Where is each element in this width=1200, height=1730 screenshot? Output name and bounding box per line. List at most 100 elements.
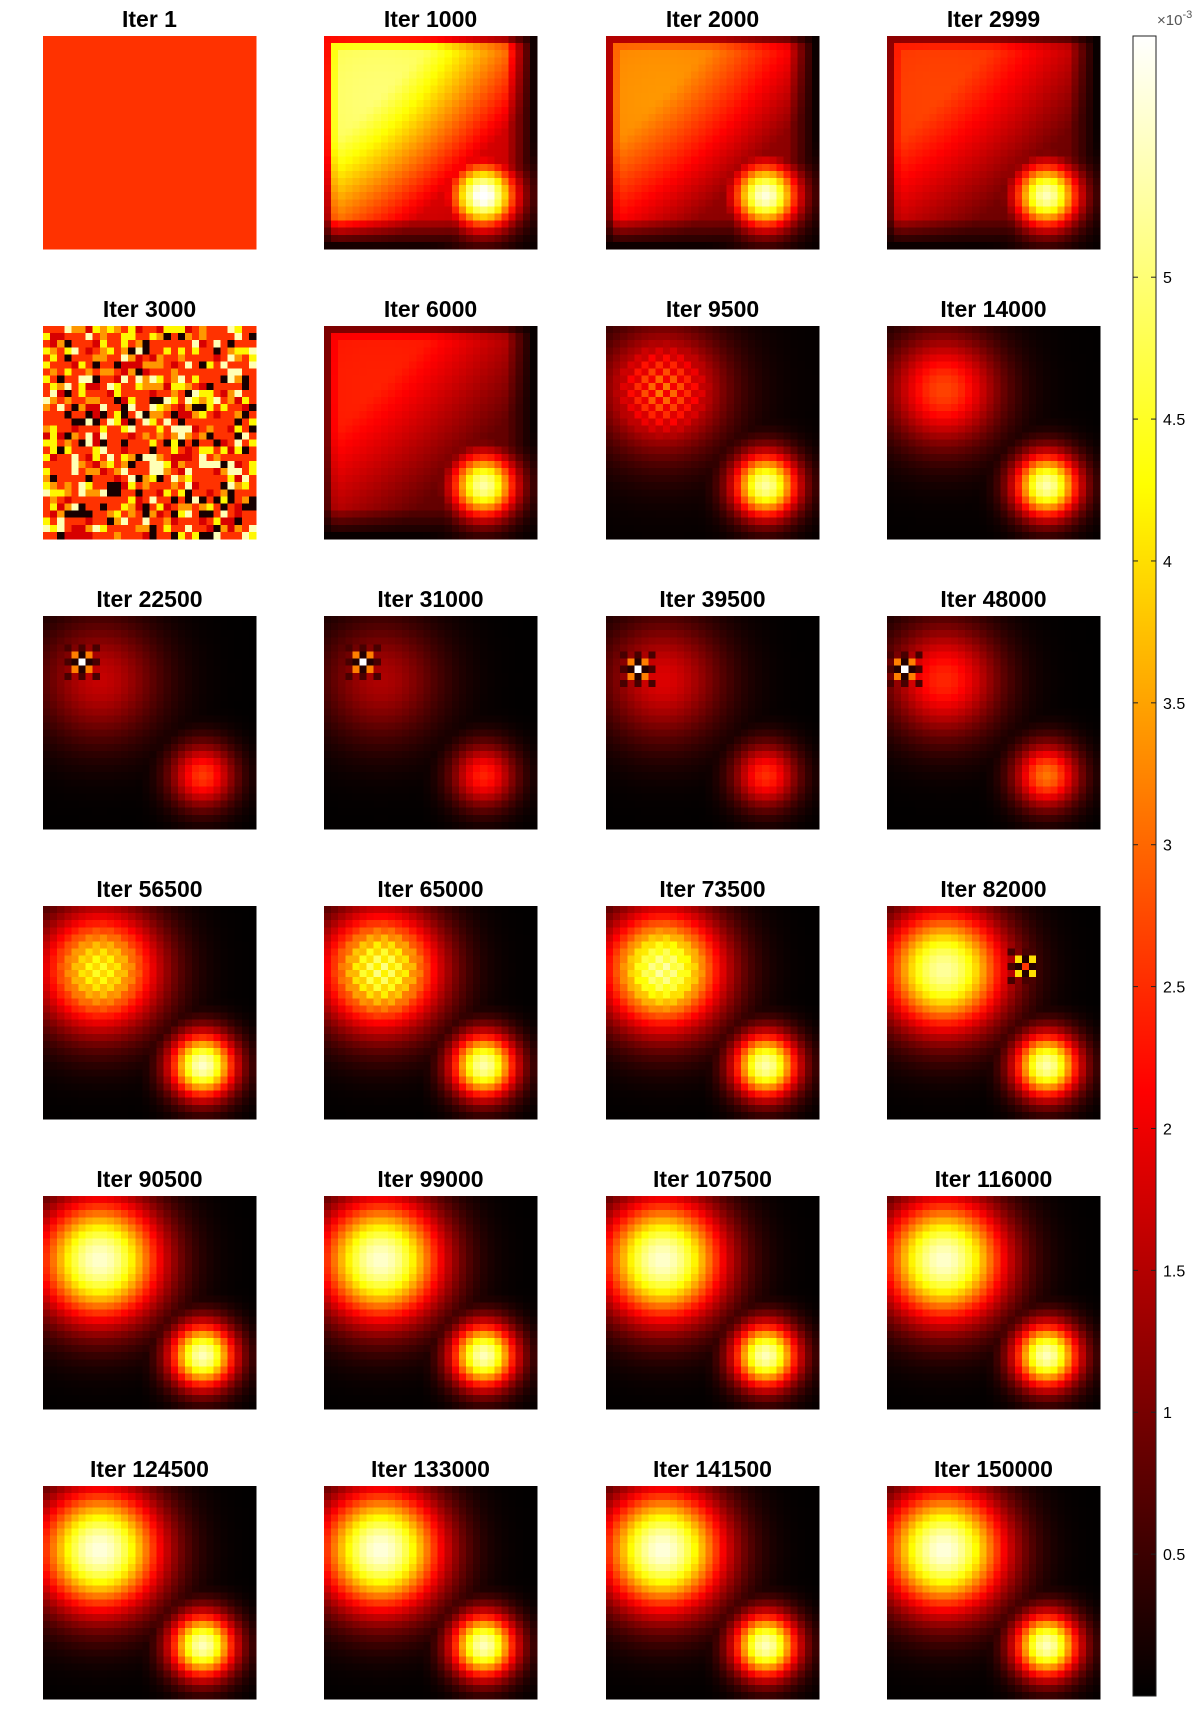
heatmap-cell: [423, 432, 431, 440]
heatmap-cell: [324, 114, 332, 122]
heatmap-cell: [458, 347, 467, 355]
heatmap-cell: [804, 142, 813, 150]
heatmap-cell: [790, 170, 798, 179]
heatmap-cell: [220, 50, 228, 58]
heatmap-cell: [901, 178, 909, 186]
heatmap-cell: [986, 178, 994, 186]
heatmap-cell: [712, 149, 720, 157]
heatmap-cell: [142, 156, 150, 165]
heatmap-cell: [64, 453, 72, 462]
heatmap-cell: [241, 241, 250, 250]
heatmap-cell: [338, 78, 346, 86]
heatmap-cell: [620, 50, 628, 58]
heatmap-cell: [135, 425, 143, 433]
heatmap-cell: [1071, 163, 1079, 172]
heatmap-cell: [149, 71, 157, 79]
heatmap-cell: [92, 227, 101, 236]
heatmap-cell: [965, 64, 973, 72]
heatmap-cell: [669, 114, 678, 122]
heatmap-cell: [170, 241, 179, 250]
heatmap-cell: [762, 128, 770, 136]
heatmap-cell: [163, 453, 172, 462]
heatmap-cell: [156, 36, 164, 44]
heatmap-cell: [726, 43, 735, 51]
heatmap-cell: [156, 418, 164, 426]
heatmap-cell: [677, 156, 685, 165]
heatmap-cell: [965, 241, 973, 250]
heatmap-cell: [606, 114, 614, 122]
heatmap-cell: [331, 206, 339, 214]
heatmap-cell: [473, 92, 481, 101]
heatmap-cell: [1078, 227, 1087, 236]
heatmap-cell: [451, 135, 460, 143]
heatmap-cell: [163, 142, 172, 150]
heatmap-cell: [691, 99, 699, 108]
heatmap-cell: [114, 128, 122, 136]
heatmap-cell: [473, 418, 481, 426]
heatmap-cell: [641, 241, 649, 250]
heatmap-cell: [170, 206, 179, 214]
heatmap-cell: [149, 510, 157, 518]
heatmap-cell: [402, 64, 410, 72]
heatmap-cell: [106, 354, 115, 362]
heatmap-cell: [43, 517, 51, 526]
heatmap-cell: [1085, 241, 1094, 250]
heatmap-cell: [192, 142, 200, 150]
heatmap-cell: [444, 389, 453, 398]
heatmap-cell: [529, 92, 538, 101]
heatmap-cell: [473, 411, 481, 419]
heatmap-cell: [641, 99, 649, 108]
heatmap-cell: [466, 361, 474, 369]
heatmap-cell: [887, 99, 895, 108]
heatmap-cell: [380, 340, 389, 348]
heatmap-cell: [466, 418, 474, 426]
heatmap-cell: [248, 128, 257, 136]
heatmap-cell: [804, 128, 813, 136]
heatmap-cell: [943, 199, 952, 207]
heatmap-cell: [993, 185, 1001, 193]
heatmap-cell: [613, 114, 621, 122]
heatmap-cell: [790, 78, 798, 86]
heatmap-cell: [135, 517, 143, 526]
heatmap-cell: [71, 347, 79, 355]
heatmap-cell: [473, 43, 481, 51]
heatmap-cell: [444, 326, 453, 334]
heatmap-cell: [142, 354, 150, 362]
heatmap-cell: [515, 241, 524, 250]
heatmap-cell: [1029, 241, 1037, 250]
heatmap-cell: [480, 382, 488, 391]
heatmap-cell: [373, 340, 382, 348]
heatmap-cell: [929, 99, 937, 108]
heatmap-cell: [43, 50, 51, 58]
heatmap-cell: [106, 503, 115, 511]
heatmap-cell: [135, 71, 143, 79]
heatmap-cell: [352, 128, 360, 136]
heatmap-cell: [698, 128, 706, 136]
heatmap-cell: [71, 389, 79, 398]
heatmap-cell: [206, 418, 214, 426]
heatmap-cell: [922, 192, 930, 200]
heatmap-cell: [1092, 71, 1101, 79]
heatmap-cell: [71, 121, 79, 129]
heatmap-cell: [669, 156, 678, 165]
heatmap-cell: [185, 170, 193, 179]
heatmap-cell: [213, 163, 221, 172]
heatmap-cell: [177, 489, 186, 497]
heatmap-cell: [501, 163, 509, 172]
heatmap-cell: [466, 43, 474, 51]
heatmap-cell: [458, 354, 467, 362]
heatmap-cell: [936, 50, 945, 58]
heatmap-cell: [1000, 92, 1008, 101]
heatmap-cell: [1029, 128, 1037, 136]
heatmap-cell: [726, 149, 735, 157]
heatmap-cell: [915, 178, 923, 186]
heatmap-cell: [402, 234, 410, 243]
heatmap-cell: [451, 36, 460, 44]
heatmap-cell: [142, 78, 150, 86]
heatmap-cell: [64, 510, 72, 518]
heatmap-cell: [387, 135, 396, 143]
heatmap-cell: [149, 135, 157, 143]
heatmap-cell: [92, 326, 101, 334]
heatmap-cell: [128, 503, 136, 511]
heatmap-cell: [1007, 57, 1016, 65]
